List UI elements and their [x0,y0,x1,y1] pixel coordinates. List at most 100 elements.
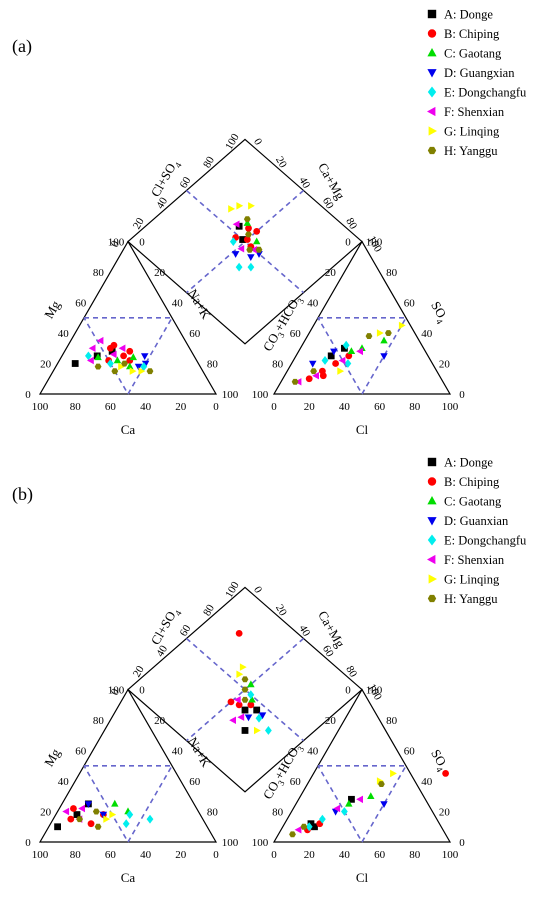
legend-marker-icon [427,86,437,98]
tick-label: 20 [439,807,451,819]
anion-point [312,372,319,380]
diamond-point [258,712,267,720]
legend-item: A: Donge [427,8,493,22]
diamond-dash-2 [185,637,305,742]
tick-label: 60 [189,328,201,340]
subscript: 3 [276,330,287,339]
anion-point [376,777,384,785]
diamond-point [235,701,243,709]
anion-point [376,329,384,337]
tick-label: 60 [374,849,386,861]
diamond-point [243,219,252,226]
anion-point [319,372,327,380]
tick-label: 100 [442,401,459,413]
anion-point [319,814,326,824]
diamond-point [239,663,247,671]
cation-point [94,353,102,361]
cation-point [118,344,126,352]
tick-label: 0 [459,389,465,401]
tick-label: 0 [459,837,465,849]
anion-point [365,333,373,339]
legend-marker-icon [427,457,437,467]
cation-point [84,801,93,808]
legend-item: F: Shenxian [427,105,505,119]
anion-point [309,360,317,368]
tick-label: 100 [252,837,269,849]
axis-label-cl: Cl [356,422,369,437]
piper-diamond [127,586,363,793]
diamond-point [246,246,254,253]
diamond-point [237,245,245,253]
diamond-point [253,227,261,235]
cation-point [94,363,102,370]
legend-marker-icon [427,146,437,155]
tick-label: 80 [272,807,284,819]
diamond-point [236,670,244,678]
tick-label: 40 [421,776,433,788]
piper-diamond [127,138,363,345]
tick-label: 0 [271,849,277,861]
anion-point [332,360,339,367]
cation-point [111,368,119,375]
legend-label: F: Shenxian [444,105,505,119]
legend-label: E: Dongchangfu [444,534,527,548]
tick-label: 80 [343,216,359,232]
tick-label: 80 [201,154,217,170]
tick-label: 0 [213,401,219,413]
legend-item: F: Shenxian [427,553,505,567]
cation-point [103,815,111,823]
diamond-dash-1 [185,189,305,294]
diamond-point [229,237,237,246]
axis-label-co3-hco3: CO3+HCO3 [260,740,307,803]
anion-point [305,822,313,832]
tick-label: 0 [25,389,31,401]
diamond-point [235,262,243,272]
cation-point [141,353,149,360]
legend-marker-icon [427,594,437,603]
panel-1: (b)0000000020202020202020204040404040404… [12,456,527,886]
tick-label: 20 [304,401,316,413]
anion-point [341,344,348,352]
tick-label: 20 [439,359,451,371]
legend-item: G: Linqing [428,573,500,587]
cation-point [96,336,104,345]
tick-label: 80 [70,401,82,413]
legend-marker-icon [427,48,437,57]
diamond-point [255,251,263,258]
legend-marker-icon [427,29,437,38]
anion-point [291,378,299,385]
diamond-point [232,220,240,228]
legend-marker-icon [428,574,437,584]
cation-point [120,352,127,360]
cation-point [67,815,75,823]
diamond-point [248,695,256,703]
legend-label: G: Linqing [444,573,500,587]
anion-point [337,367,345,375]
diamond-point [239,236,247,243]
diamond-point [235,629,243,637]
cation-point [129,367,137,375]
anion-point [327,352,335,360]
tick-label: 40 [421,328,433,340]
tick-label: 60 [290,776,302,788]
tick-label: 60 [178,175,194,191]
diamond-point [241,686,249,693]
tick-label: 100 [442,849,459,861]
diamond-point [231,251,240,258]
tick-label: 20 [273,603,289,619]
tick-label: 100 [32,401,49,413]
tick-label: 100 [222,389,239,401]
cation-point [54,823,61,831]
axis-label-mg: Mg [41,746,63,770]
anion-point [356,795,363,804]
tick-label: 0 [251,137,264,148]
legend-label: A: Donge [444,8,493,22]
tick-label: 40 [307,746,319,758]
tick-label: 20 [325,715,337,727]
legend-marker-icon [427,554,436,565]
tick-label: 60 [178,623,194,639]
anion-point [342,340,350,350]
tick-label: 100 [108,237,125,249]
cation-point [108,347,116,355]
axis-label-nak: Na+K [185,734,214,770]
